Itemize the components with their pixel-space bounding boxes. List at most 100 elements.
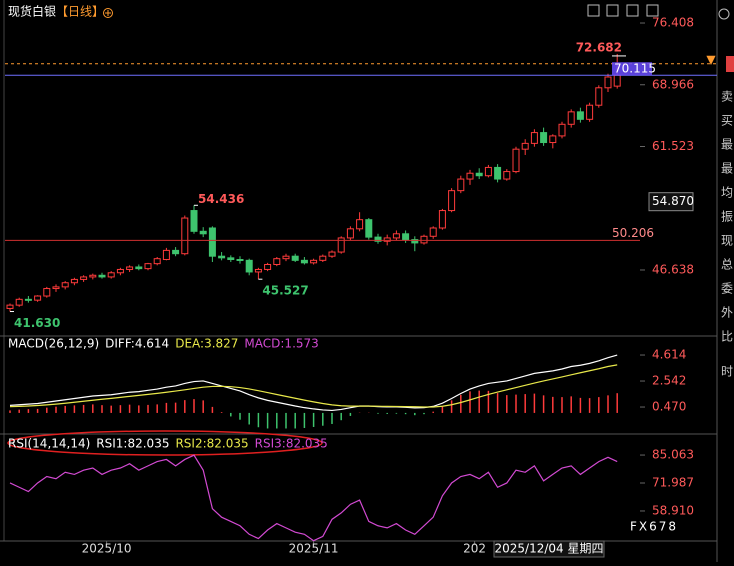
candle-body [512, 148, 520, 173]
legend-entry: RSI2:82.035 [175, 437, 248, 451]
candle-body [116, 268, 124, 274]
candle-body [24, 298, 32, 301]
candle-body [300, 259, 308, 264]
x-tick-label: 2025/11 [289, 542, 339, 556]
sidebar-label: 总 [721, 258, 733, 272]
support-label: 50.206 [612, 226, 654, 240]
legend-entry: DIFF:4.614 [105, 337, 169, 351]
candle-body [586, 104, 594, 120]
candle-body [392, 233, 400, 239]
candle-body [264, 263, 272, 270]
candle-body [448, 190, 456, 212]
chart-period: 【日线】 [56, 5, 104, 19]
candle-body [346, 228, 354, 239]
candle-body [52, 286, 60, 290]
candle-body [429, 227, 437, 237]
candle-body [162, 249, 170, 261]
candle-body [236, 259, 244, 262]
sidebar-label: 均 [721, 186, 733, 200]
candle-body [291, 255, 299, 261]
x-tick-label: 2025/10 [82, 542, 132, 556]
candle-body [172, 249, 180, 255]
candle-body [549, 135, 557, 144]
y-tick-label: 0.470 [652, 400, 686, 414]
candle-body [604, 76, 612, 89]
y-tick-label: 68.966 [652, 77, 694, 91]
candle-body [126, 266, 134, 270]
candle-body [34, 295, 42, 301]
candle-body [383, 237, 391, 242]
legend-entry: MACD:1.573 [244, 337, 318, 351]
tool-icon[interactable] [626, 4, 639, 17]
candle-body [420, 235, 428, 244]
legend-entry: RSI(14,14,14) [8, 437, 90, 451]
tool-icon[interactable] [606, 4, 619, 17]
highlight-ellipse [7, 430, 323, 456]
candle-body [80, 276, 88, 280]
cursor-date: 2025/12/04 星期四 [495, 542, 604, 556]
sidebar-label: 比 [721, 330, 733, 344]
y-tick-label: 76.408 [652, 16, 694, 30]
candle-body [494, 166, 502, 180]
candle-body [254, 268, 262, 273]
cursor-date-box [493, 540, 605, 558]
candle-body [530, 132, 538, 144]
add-icon[interactable] [103, 8, 113, 18]
y-tick-label: 2.542 [652, 374, 686, 388]
candle-body [365, 219, 373, 238]
candle-body [503, 171, 511, 180]
candle-body [208, 227, 216, 257]
candle-body [135, 266, 143, 270]
candle-body [61, 282, 69, 288]
series-line [9, 364, 618, 408]
sidebar-label: 买 [721, 114, 733, 128]
candle-body [576, 111, 584, 120]
candle-body [540, 132, 548, 144]
sidebar-label: 卖 [721, 90, 733, 104]
extreme-label: 54.436 [198, 192, 244, 206]
tool-icon[interactable] [587, 4, 600, 17]
sidebar-label: 振 [721, 210, 733, 224]
legend-entry: DEA:3.827 [175, 337, 238, 351]
y-tick-label: 46.638 [652, 262, 694, 276]
candle-body [521, 142, 529, 150]
legend-entry: RSI1:82.035 [96, 437, 169, 451]
extreme-label: 41.630 [14, 316, 60, 330]
y-tick-label: 85.063 [652, 448, 694, 462]
candle-body [98, 274, 106, 278]
y-tick-label: 58.910 [652, 503, 694, 517]
refresh-icon[interactable] [718, 8, 730, 20]
sidebar-time: 时 [721, 365, 733, 379]
legend-entry: RSI3:82.035 [255, 437, 328, 451]
y-tick-label: 4.614 [652, 348, 686, 362]
sidebar-label: 外 [721, 306, 733, 320]
tool-icon[interactable] [646, 4, 659, 17]
cursor-price-label: 54.870 [652, 194, 694, 208]
candle-body [70, 278, 78, 284]
candle-body [6, 304, 14, 309]
extreme-label: 45.527 [262, 284, 308, 298]
candle-body [144, 263, 152, 270]
candle-body [595, 87, 603, 106]
candle-body [475, 172, 483, 177]
y-tick-label: 71.987 [652, 476, 694, 490]
candle-body [558, 123, 566, 137]
candle-body [484, 166, 492, 177]
sidebar-flag [726, 56, 734, 72]
candle-body [199, 230, 207, 235]
candle-body [181, 217, 189, 255]
last-price-label: 70.115 [614, 62, 656, 76]
candle-body [328, 251, 336, 257]
candle-body [282, 255, 290, 260]
sidebar-label: 最 [721, 162, 733, 176]
candle-body [466, 172, 474, 180]
candle-body [438, 210, 446, 229]
candle-body [402, 233, 410, 241]
candle-body [153, 258, 161, 265]
chart-title: 现货白银 [8, 4, 56, 19]
high-marker-label: 72.682 [576, 40, 622, 54]
candle-body [356, 219, 364, 230]
